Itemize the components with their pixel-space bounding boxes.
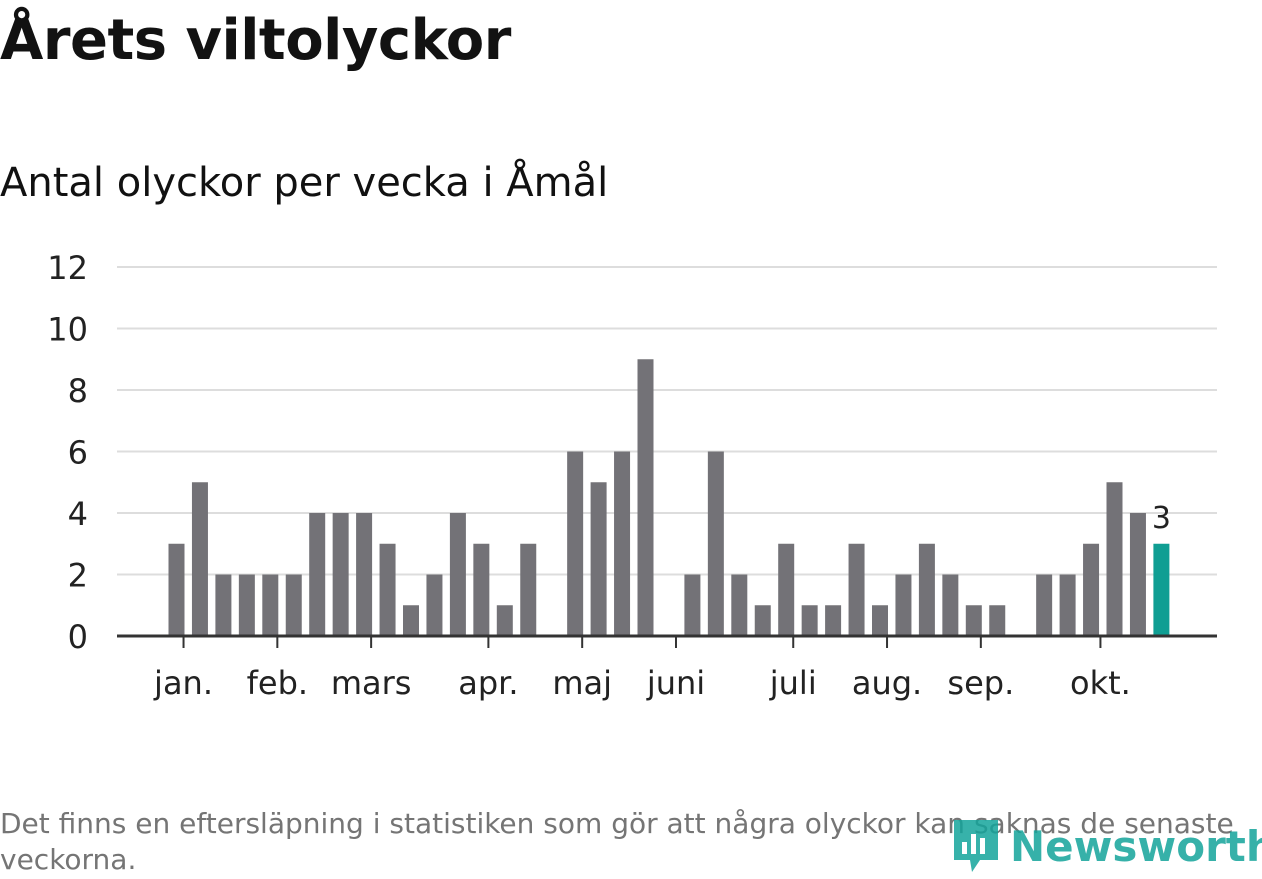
- bar: [238, 574, 255, 636]
- y-tick-label: 0: [68, 618, 88, 656]
- bar: [191, 482, 208, 636]
- y-tick-label: 6: [68, 434, 88, 472]
- y-tick-label: 10: [47, 311, 88, 349]
- bar: [825, 605, 842, 636]
- bar: [989, 605, 1006, 636]
- x-tick-label: aug.: [852, 664, 922, 702]
- bar: [168, 543, 185, 636]
- bar: [1106, 482, 1123, 636]
- bar: [449, 513, 466, 636]
- x-tick-label: juni: [646, 664, 705, 702]
- x-tick-label: apr.: [458, 664, 518, 702]
- bar: [965, 605, 982, 636]
- chart-subtitle: Antal olyckor per vecka i Åmål: [0, 160, 609, 206]
- bar: [637, 359, 654, 636]
- bar: [1129, 513, 1146, 636]
- x-tick-label: mars: [331, 664, 412, 702]
- y-tick-label: 2: [68, 557, 88, 595]
- bar: [567, 451, 584, 636]
- bar: [1036, 574, 1053, 636]
- bar: [285, 574, 302, 636]
- y-tick-label: 8: [68, 372, 88, 410]
- x-tick-label: sep.: [947, 664, 1014, 702]
- bar: [684, 574, 701, 636]
- x-tick-label: juli: [769, 664, 817, 702]
- y-tick-label: 4: [68, 495, 88, 533]
- bar: [778, 543, 795, 636]
- bar: [801, 605, 818, 636]
- bar: [309, 513, 326, 636]
- bar: [1083, 543, 1100, 636]
- bar: [590, 482, 607, 636]
- bar: [262, 574, 279, 636]
- bar: [754, 605, 771, 636]
- x-tick-label: maj: [552, 664, 612, 702]
- chart-title: Årets viltolyckor: [0, 8, 511, 73]
- bar: [473, 543, 490, 636]
- x-tick-label: jan.: [153, 664, 213, 702]
- bar: [942, 574, 959, 636]
- bar-highlight: [1153, 543, 1170, 636]
- bar: [426, 574, 443, 636]
- gridlines: [117, 266, 1217, 576]
- bar: [731, 574, 748, 636]
- x-tick-label: feb.: [247, 664, 308, 702]
- bar: [1059, 574, 1076, 636]
- bar: [707, 451, 724, 636]
- y-tick-label: 12: [47, 249, 88, 287]
- bar: [496, 605, 513, 636]
- bar: [895, 574, 912, 636]
- bar: [215, 574, 232, 636]
- bar: [356, 513, 373, 636]
- bars: [168, 359, 1170, 636]
- x-tick-label: okt.: [1070, 664, 1131, 702]
- footnote: Det finns en eftersläpning i statistiken…: [0, 807, 1234, 876]
- bar: [872, 605, 888, 636]
- newsworthy-logo-icon: [954, 820, 998, 872]
- data-label: 3: [1152, 501, 1171, 536]
- bar: [918, 543, 935, 636]
- bar: [848, 543, 865, 636]
- axes: 0 2 4 6 8 10 12 jan. feb. mars apr. maj juni juli aug.…: [47, 249, 1217, 702]
- newsworthy-logo: Newsworthy: [950, 814, 1262, 878]
- bar: [520, 543, 537, 636]
- logo-text: Newsworthy: [1010, 821, 1262, 871]
- bar: [403, 605, 419, 636]
- bar: [614, 451, 631, 636]
- bar: [332, 513, 349, 636]
- bar: [379, 543, 396, 636]
